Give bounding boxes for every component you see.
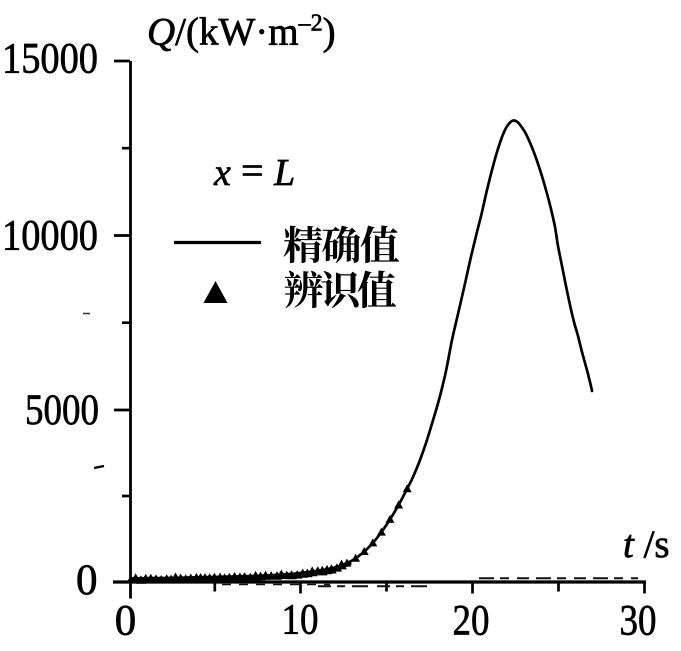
svg-text:x: x xyxy=(213,152,231,194)
svg-text:Q/(kW·m–2): Q/(kW·m–2) xyxy=(147,11,336,54)
svg-text:0: 0 xyxy=(76,557,98,604)
svg-text:0: 0 xyxy=(115,598,137,645)
svg-text:L: L xyxy=(273,152,295,194)
svg-text:10: 10 xyxy=(282,597,319,644)
svg-text:15000: 15000 xyxy=(2,36,98,83)
svg-text:=: = xyxy=(241,148,264,193)
svg-text:t /s: t /s xyxy=(623,523,670,566)
svg-text:10000: 10000 xyxy=(2,213,98,260)
svg-text:30: 30 xyxy=(620,598,657,645)
svg-text:20: 20 xyxy=(453,598,490,645)
svg-text:5000: 5000 xyxy=(25,387,99,434)
